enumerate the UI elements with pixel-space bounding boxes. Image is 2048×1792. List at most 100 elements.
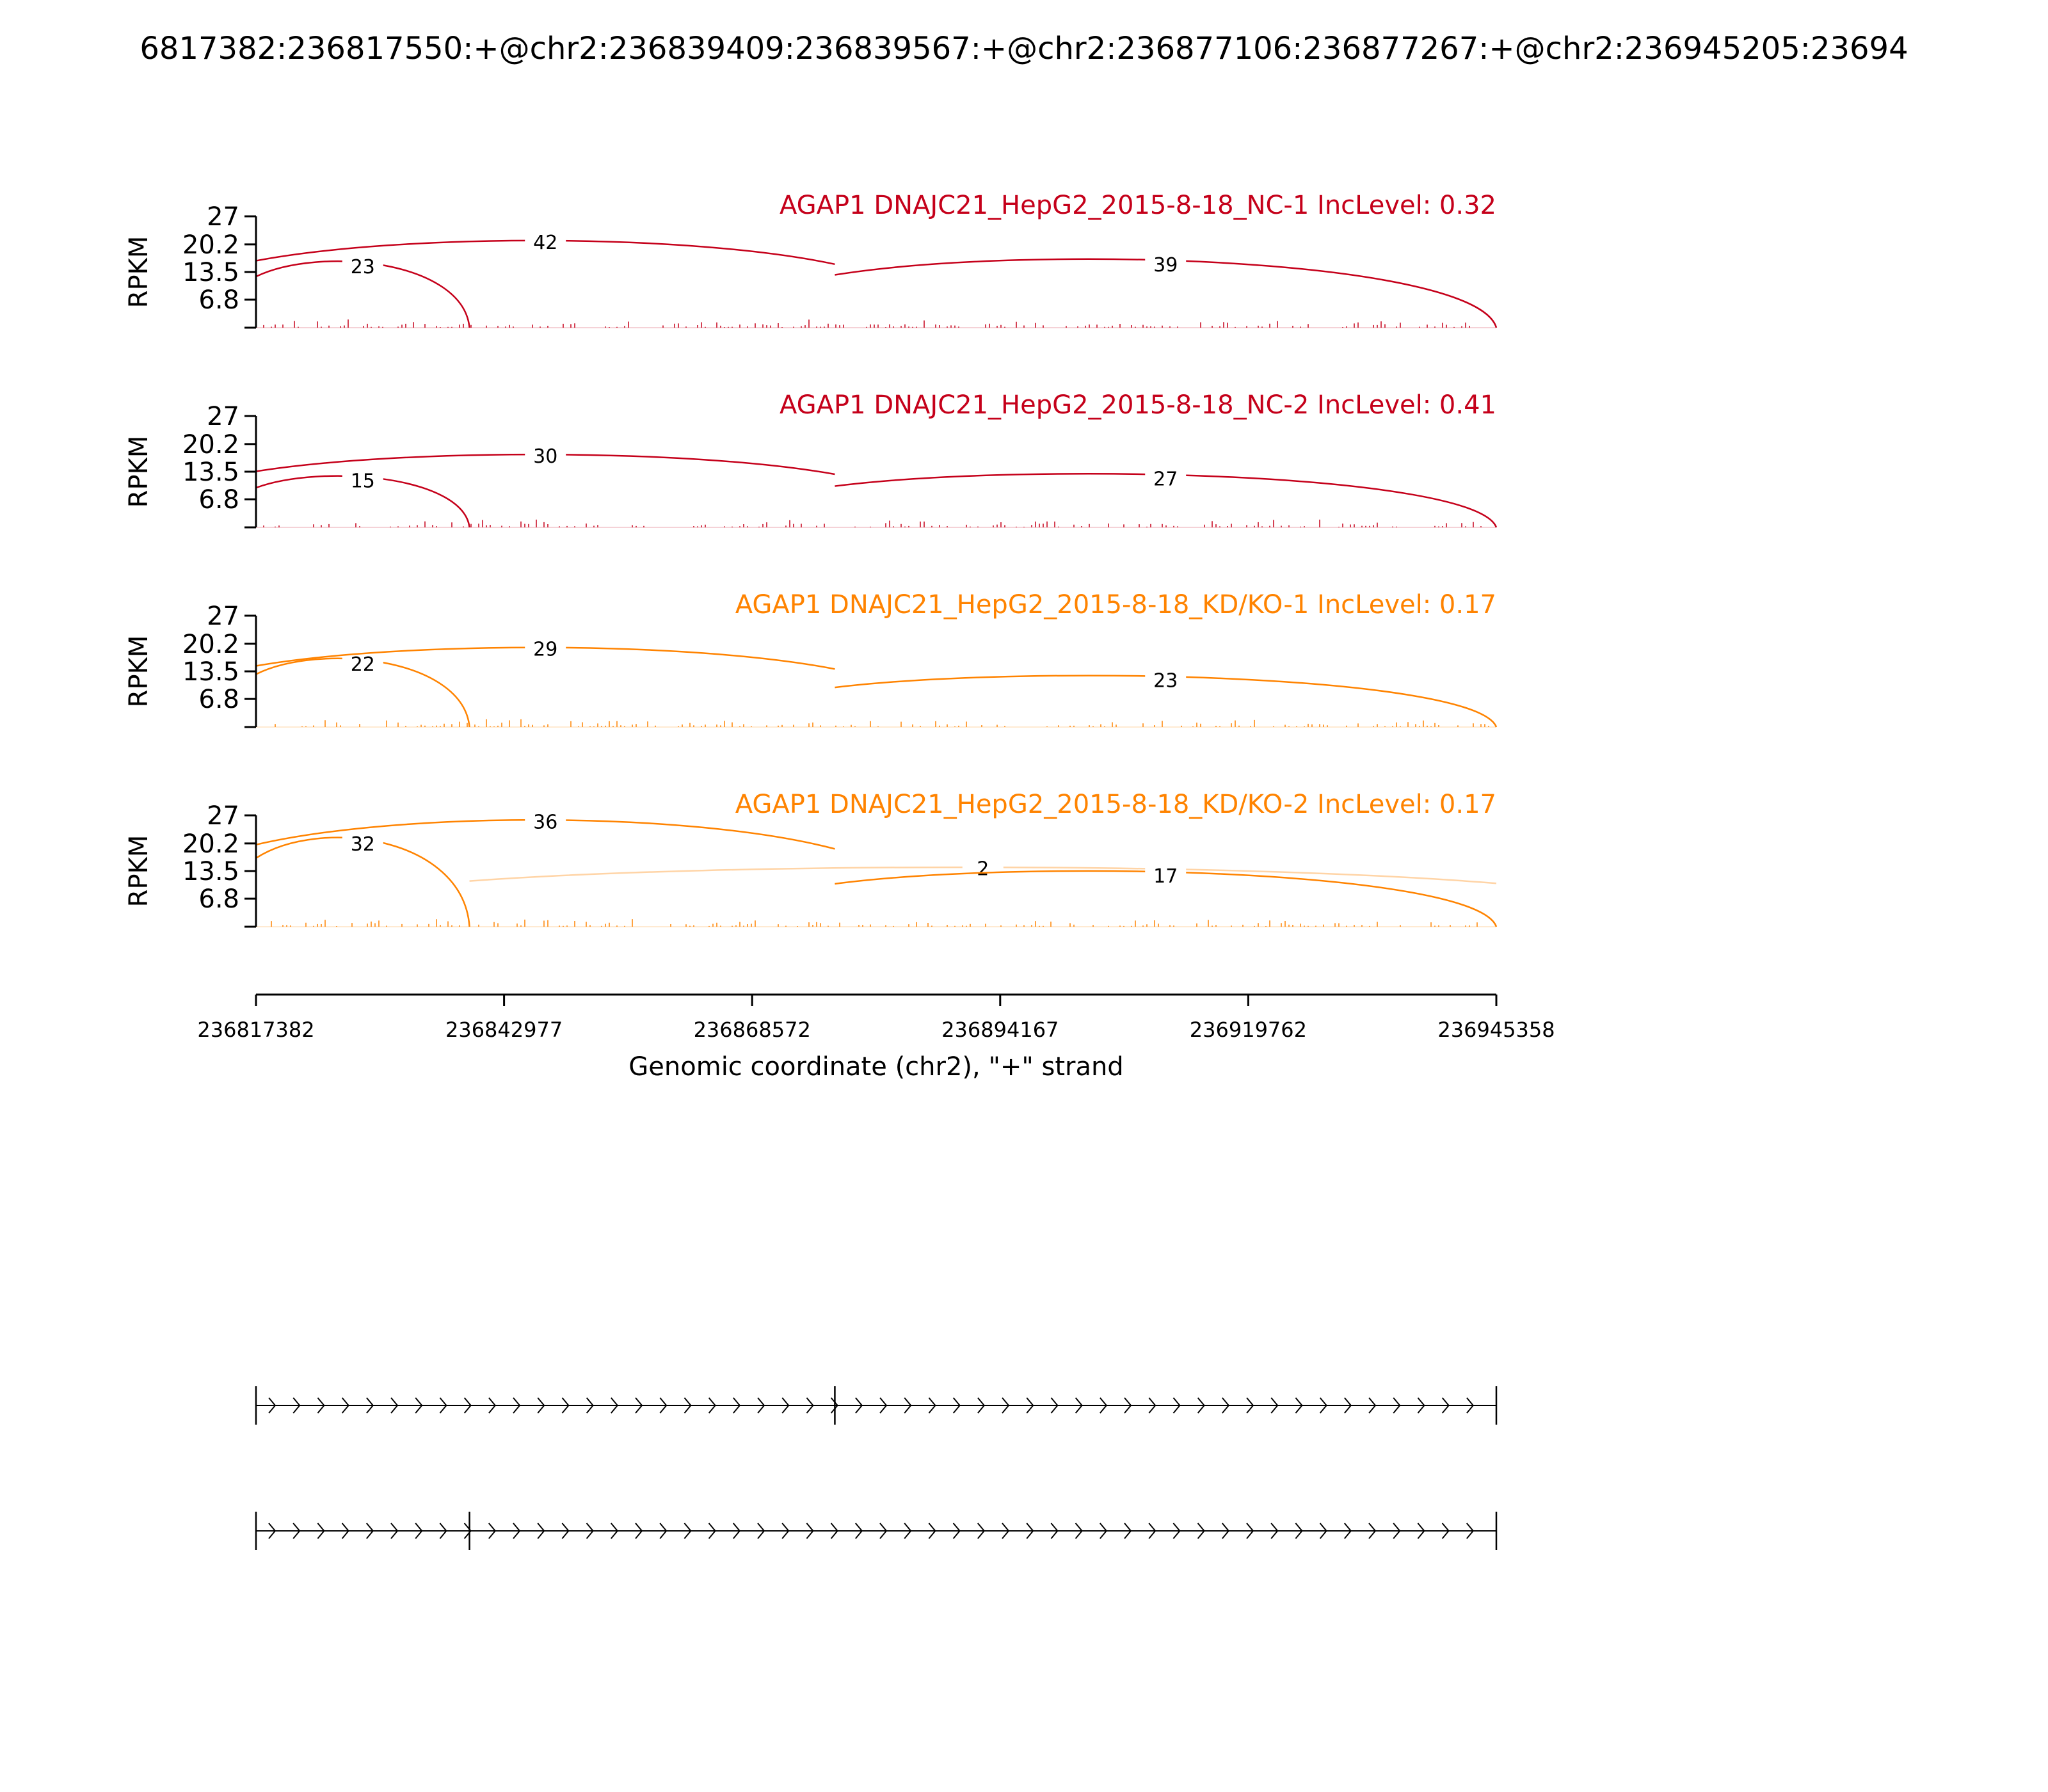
junction-label-box [1145, 251, 1187, 277]
strand-chevron [1002, 1397, 1010, 1414]
strand-chevron [1075, 1523, 1083, 1539]
strand-chevron [1026, 1397, 1034, 1414]
junction-count-label: 23 [1153, 670, 1178, 692]
strand-chevron [1295, 1523, 1303, 1539]
page-title: 6817382:236817550:+@chr2:236839409:23683… [140, 31, 1908, 67]
y-axis-label: RPKM [124, 236, 154, 308]
y-tick-label: 6.8 [198, 285, 239, 315]
strand-chevron [390, 1523, 399, 1539]
strand-chevron [415, 1523, 423, 1539]
strand-chevron [1124, 1523, 1132, 1539]
y-tick-label: 27 [207, 402, 239, 431]
strand-chevron [439, 1523, 447, 1539]
junction-label-box [1145, 667, 1187, 693]
strand-chevron [611, 1523, 619, 1539]
strand-chevron [1319, 1397, 1327, 1414]
strand-chevron [586, 1523, 594, 1539]
strand-chevron [537, 1523, 545, 1539]
junction-arc [255, 475, 470, 528]
y-tick-label: 6.8 [198, 884, 239, 914]
strand-chevron [561, 1523, 570, 1539]
y-tick-label: 6.8 [198, 485, 239, 515]
strand-chevron [879, 1523, 888, 1539]
y-axis-label: RPKM [124, 835, 154, 908]
strand-chevron [659, 1523, 668, 1539]
x-tick-label: 236919762 [1190, 1018, 1307, 1042]
junction-label-box [962, 855, 1004, 881]
junction-count-label: 32 [351, 833, 375, 856]
strand-chevron [561, 1397, 570, 1414]
strand-chevron [513, 1523, 521, 1539]
strand-chevron [928, 1397, 936, 1414]
strand-chevron [513, 1397, 521, 1414]
junction-label-box [525, 808, 566, 835]
junction-label-box [342, 253, 383, 280]
junction-arc [255, 836, 470, 927]
junction-count-label: 22 [351, 653, 375, 676]
strand-chevron [488, 1523, 497, 1539]
strand-chevron [268, 1523, 276, 1539]
strand-chevron [1393, 1523, 1401, 1539]
strand-chevron [806, 1523, 814, 1539]
strand-chevron [1417, 1397, 1425, 1414]
panel-title: AGAP1 DNAJC21_HepG2_2015-8-18_NC-2 IncLe… [780, 390, 1496, 420]
strand-chevron [463, 1397, 472, 1414]
junction-arc [835, 675, 1498, 728]
strand-chevron [708, 1397, 716, 1414]
strand-chevron [366, 1523, 374, 1539]
isoform-tracks [255, 1386, 1498, 1550]
strand-chevron [757, 1523, 765, 1539]
x-axis-label: Genomic coordinate (chr2), "+" strand [628, 1052, 1123, 1082]
strand-chevron [415, 1397, 423, 1414]
strand-chevron [1246, 1397, 1254, 1414]
strand-chevron [806, 1397, 814, 1414]
strand-chevron [317, 1397, 325, 1414]
panel-title: AGAP1 DNAJC21_HepG2_2015-8-18_KD/KO-1 In… [735, 590, 1496, 620]
junction-arc [835, 258, 1498, 328]
strand-chevron [781, 1523, 790, 1539]
y-tick-label: 13.5 [182, 458, 239, 487]
strand-chevron [268, 1397, 276, 1414]
isoform-track [255, 1512, 1498, 1550]
strand-chevron [635, 1397, 643, 1414]
strand-chevron [733, 1397, 741, 1414]
isoform-track [255, 1386, 1498, 1425]
y-tick-label: 27 [207, 202, 239, 232]
junction-count-label: 23 [351, 256, 375, 278]
strand-chevron [635, 1523, 643, 1539]
y-tick-label: 6.8 [198, 685, 239, 714]
x-tick-label: 236842977 [445, 1018, 563, 1042]
strand-chevron [1295, 1397, 1303, 1414]
strand-chevron [1246, 1523, 1254, 1539]
junction-label-box [1145, 863, 1187, 889]
strand-chevron [1124, 1397, 1132, 1414]
junction-arc [835, 473, 1498, 528]
strand-chevron [1075, 1397, 1083, 1414]
strand-chevron [1466, 1397, 1475, 1414]
strand-chevron [1050, 1397, 1059, 1414]
junction-label-box [1145, 465, 1187, 492]
strand-chevron [1344, 1523, 1352, 1539]
strand-chevron [1172, 1397, 1181, 1414]
strand-chevron [366, 1397, 374, 1414]
y-tick-label: 13.5 [182, 857, 239, 886]
junction-count-label: 39 [1153, 254, 1178, 276]
sashimi-panel: 22 29 23 6.813.520.227 RPKM AGAP1 DNAJC21_Hep… [124, 590, 1498, 728]
strand-chevron [1197, 1397, 1205, 1414]
junction-label-box [342, 830, 383, 856]
strand-chevron [977, 1523, 986, 1539]
strand-chevron [1270, 1523, 1279, 1539]
y-tick-label: 20.2 [182, 630, 239, 659]
strand-chevron [292, 1523, 301, 1539]
strand-chevron [586, 1397, 594, 1414]
strand-chevron [1441, 1523, 1450, 1539]
strand-chevron [1319, 1523, 1327, 1539]
strand-chevron [1148, 1523, 1156, 1539]
strand-chevron [904, 1397, 912, 1414]
y-tick-label: 27 [207, 801, 239, 831]
strand-chevron [904, 1523, 912, 1539]
sashimi-panel: 32 36 2 17 6.813.520.227 RPKM AGAP1 DNAJC21_He… [124, 790, 1498, 928]
strand-chevron [952, 1523, 961, 1539]
